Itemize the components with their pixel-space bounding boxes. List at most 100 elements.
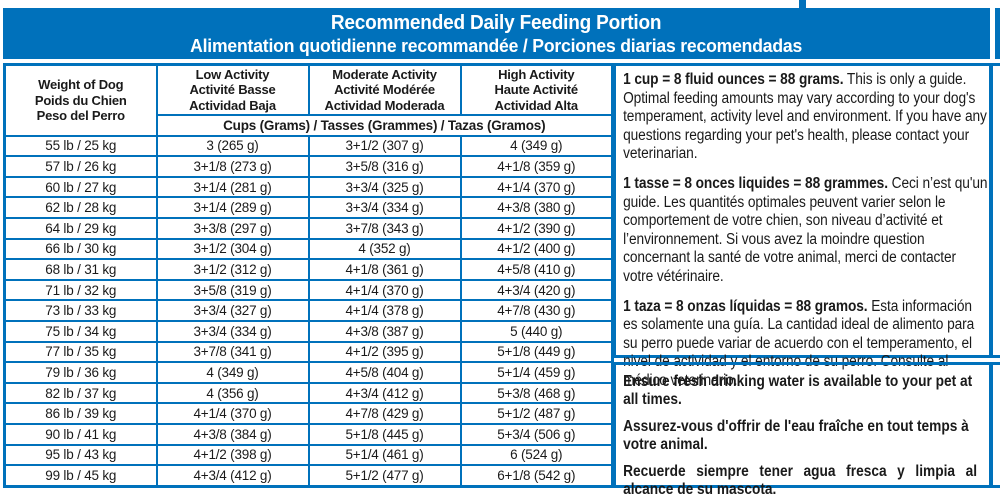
low-activity-cell: 3+3/4 (327 g) (155, 299, 310, 322)
weight-cell: 75 lb / 34 kg (3, 320, 158, 343)
weight-cell: 73 lb / 33 kg (3, 299, 158, 322)
high-activity-cell: 4+1/2 (390 g) (459, 216, 614, 240)
low-activity-cell: 3+1/2 (304 g) (155, 237, 310, 261)
low-activity-cell: 3+3/8 (297 g) (155, 216, 310, 240)
table-row: 82 lb / 37 kg 4 (356 g) 4+3/4 (412 g) 5+… (3, 381, 614, 405)
table-row: 57 lb / 26 kg 3+1/8 (273 g) 3+5/8 (316 g… (3, 155, 614, 178)
moderate-activity-cell: 4+1/4 (378 g) (307, 299, 462, 322)
note-spanish: 1 taza = 8 onzas líquidas = 88 gramos. E… (623, 298, 988, 391)
weight-cell: 64 lb / 29 kg (3, 216, 158, 240)
high-activity-cell: 6+1/8 (542 g) (459, 464, 614, 488)
high-activity-cell: 5 (440 g) (459, 320, 614, 343)
units-header-row: Cups (Grams) / Tasses (Grammes) / Tazas … (5, 113, 614, 137)
low-activity-cell: 3+1/4 (289 g) (155, 196, 310, 219)
weight-cell: 90 lb / 41 kg (3, 423, 158, 446)
water-note-english: Ensure fresh drinking water is available… (623, 373, 973, 408)
low-activity-cell: 4+1/4 (370 g) (155, 402, 310, 426)
moderate-activity-cell: 3+3/4 (334 g) (307, 196, 462, 219)
low-activity-cell: 3+3/4 (334 g) (155, 320, 310, 343)
water-box-right-border (989, 362, 993, 488)
high-activity-cell: 5+1/2 (487 g) (459, 402, 614, 426)
moderate-activity-cell: 3+7/8 (343 g) (307, 216, 462, 240)
table-row: 66 lb / 30 kg 3+1/2 (304 g) 4 (352 g) 4+… (3, 237, 614, 261)
table-row: 86 lb / 39 kg 4+1/4 (370 g) 4+7/8 (429 g… (3, 402, 614, 426)
moderate-activity-cell: 3+1/2 (307 g) (307, 134, 462, 158)
high-activity-cell: 4 (349 g) (459, 134, 614, 158)
low-activity-cell: 3 (265 g) (155, 134, 310, 158)
high-activity-cell: 4+1/4 (370 g) (459, 175, 614, 199)
moderate-activity-cell: 4+7/8 (429 g) (307, 402, 462, 426)
moderate-activity-cell: 4+1/8 (361 g) (307, 258, 462, 281)
moderate-activity-header: Moderate Activity Activité Modérée Activ… (307, 63, 462, 116)
weight-cell: 71 lb / 32 kg (3, 278, 158, 302)
moderate-activity-cell: 5+1/4 (461 g) (307, 443, 462, 467)
low-activity-cell: 4 (356 g) (155, 381, 310, 405)
note-french-lead: 1 tasse = 8 onces liquides = 88 grammes. (623, 174, 888, 192)
weight-cell: 82 lb / 37 kg (3, 381, 158, 405)
high-activity-cell: 5+1/8 (449 g) (459, 340, 614, 364)
low-activity-cell: 4+1/2 (398 g) (155, 443, 310, 467)
low-activity-cell: 3+7/8 (341 g) (155, 340, 310, 364)
high-activity-cell: 4+7/8 (430 g) (459, 299, 614, 322)
weight-cell: 68 lb / 31 kg (3, 258, 158, 281)
weight-cell: 55 lb / 25 kg (3, 134, 158, 158)
moderate-activity-cell: 3+3/4 (325 g) (307, 175, 462, 199)
high-activity-cell: 4+3/4 (420 g) (459, 278, 614, 302)
high-activity-header: High Activity Haute Activité Actividad A… (459, 63, 614, 116)
moderate-activity-cell: 4+1/4 (370 g) (307, 278, 462, 302)
table-row: 64 lb / 29 kg 3+3/8 (297 g) 3+7/8 (343 g… (3, 216, 614, 240)
band-edge-fragment (995, 8, 1000, 59)
weight-cell: 66 lb / 30 kg (3, 237, 158, 261)
high-activity-cell: 6 (524 g) (459, 443, 614, 467)
moderate-activity-cell: 5+1/8 (445 g) (307, 423, 462, 446)
table-row: 60 lb / 27 kg 3+1/4 (281 g) 3+3/4 (325 g… (3, 175, 614, 199)
units-header: Cups (Grams) / Tasses (Grammes) / Tazas … (155, 113, 614, 137)
low-activity-cell: 3+1/4 (281 g) (155, 175, 310, 199)
low-activity-cell: 3+1/2 (312 g) (155, 258, 310, 281)
moderate-activity-cell: 4+5/8 (404 g) (307, 361, 462, 384)
title-band: Recommended Daily Feeding Portion Alimen… (3, 8, 990, 59)
table-row: 73 lb / 33 kg 3+3/4 (327 g) 4+1/4 (378 g… (3, 299, 614, 322)
table-row: 71 lb / 32 kg 3+5/8 (319 g) 4+1/4 (370 g… (3, 278, 614, 302)
feeding-table-body: 55 lb / 25 kg 3 (265 g) 3+1/2 (307 g) 4 … (3, 134, 614, 488)
high-activity-cell: 4+3/8 (380 g) (459, 196, 614, 219)
crop-mark (799, 0, 806, 9)
weight-cell: 79 lb / 36 kg (3, 361, 158, 384)
high-activity-cell: 4+1/2 (400 g) (459, 237, 614, 261)
moderate-activity-cell: 4+3/4 (412 g) (307, 381, 462, 405)
weight-cell: 99 lb / 45 kg (3, 464, 158, 488)
note-english-lead: 1 cup = 8 fluid ounces = 88 grams. (623, 71, 844, 88)
low-activity-cell: 4+3/4 (412 g) (155, 464, 310, 488)
table-row: 62 lb / 28 kg 3+1/4 (289 g) 3+3/4 (334 g… (3, 196, 614, 219)
table-row: 99 lb / 45 kg 4+3/4 (412 g) 5+1/2 (477 g… (3, 464, 614, 488)
high-activity-cell: 5+3/4 (506 g) (459, 423, 614, 446)
low-activity-cell: 4 (349 g) (155, 361, 310, 384)
note-french-text: Ceci n’est qu'un guide. Les quantités op… (623, 174, 988, 285)
weight-cell: 95 lb / 43 kg (3, 443, 158, 467)
title-fr-es: Alimentation quotidienne recommandée / P… (190, 34, 803, 56)
high-activity-cell: 5+3/8 (468 g) (459, 381, 614, 405)
weight-cell: 60 lb / 27 kg (3, 175, 158, 199)
high-activity-cell: 5+1/4 (459 g) (459, 361, 614, 384)
feeding-notes-box: 1 cup = 8 fluid ounces = 88 grams. This … (612, 63, 1000, 389)
table-row: 95 lb / 43 kg 4+1/2 (398 g) 5+1/4 (461 g… (3, 443, 614, 467)
low-activity-cell: 4+3/8 (384 g) (155, 423, 310, 446)
weight-cell: 62 lb / 28 kg (3, 196, 158, 219)
low-activity-cell: 3+5/8 (319 g) (155, 278, 310, 302)
note-spanish-text: Esta información es solamente una guía. … (623, 297, 975, 389)
note-english-text: This is only a guide. Optimal feeding am… (623, 71, 987, 163)
weight-cell: 77 lb / 35 kg (3, 340, 158, 364)
table-row: 55 lb / 25 kg 3 (265 g) 3+1/2 (307 g) 4 … (3, 134, 614, 158)
notes-box-right-border (989, 63, 993, 358)
table-row: 77 lb / 35 kg 3+7/8 (341 g) 4+1/2 (395 g… (3, 340, 614, 364)
table-row: 90 lb / 41 kg 4+3/8 (384 g) 5+1/8 (445 g… (3, 423, 614, 446)
note-english: 1 cup = 8 fluid ounces = 88 grams. This … (623, 71, 988, 164)
weight-cell: 57 lb / 26 kg (3, 155, 158, 178)
water-note-french: Assurez-vous d'offrir de l'eau fraîche e… (623, 418, 969, 453)
water-note-spanish: Recuerde siempre tener agua fresca y lim… (623, 463, 978, 498)
weight-column-header: Weight of Dog Poids du Chien Peso del Pe… (3, 63, 158, 137)
weight-cell: 86 lb / 39 kg (3, 402, 158, 426)
note-french: 1 tasse = 8 onces liquides = 88 grammes.… (623, 175, 988, 287)
high-activity-cell: 4+1/8 (359 g) (459, 155, 614, 178)
